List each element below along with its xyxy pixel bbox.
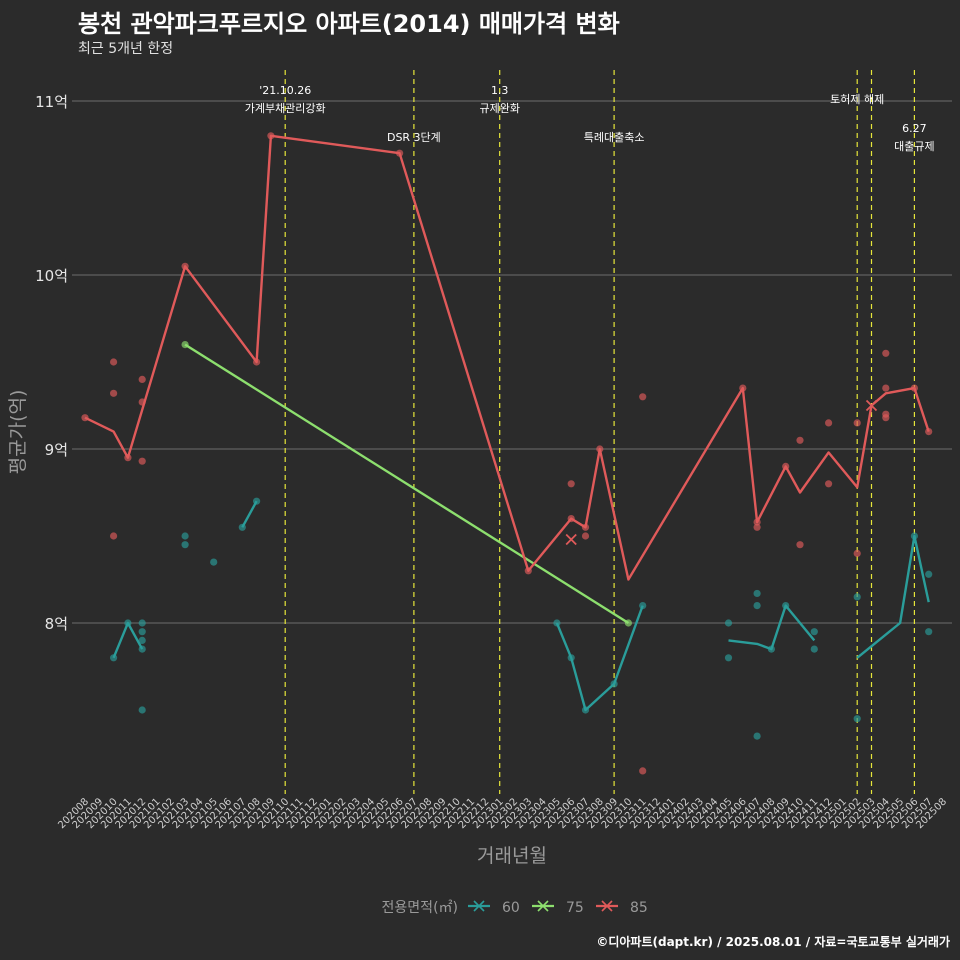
- series-line-60: [241, 500, 258, 528]
- policy-annotation: DSR 3단계: [387, 131, 441, 144]
- series-line-60: [728, 604, 816, 651]
- data-point-60: [853, 715, 861, 723]
- data-point-85: [639, 393, 647, 401]
- data-point-85: [110, 358, 118, 366]
- series-line-85: [84, 134, 930, 581]
- data-point-85: [853, 419, 861, 427]
- x-axis-title: 거래년월: [477, 845, 547, 867]
- data-point-60: [853, 593, 861, 601]
- data-point-60: [138, 628, 146, 636]
- legend: 전용면적(㎡) 60 75 85: [382, 900, 648, 916]
- data-point-60: [210, 558, 218, 566]
- legend-label: 85: [630, 900, 648, 916]
- legend-label: 75: [566, 900, 584, 916]
- data-point-60: [753, 602, 761, 610]
- policy-annotation: 가계부채관리강화: [245, 102, 326, 115]
- policy-annotation: 특례대출축소: [584, 131, 645, 144]
- data-point-85: [138, 375, 146, 383]
- legend-key-cross: [473, 900, 485, 912]
- data-point-85: [138, 457, 146, 465]
- data-point-60: [138, 706, 146, 714]
- data-point-85: [110, 532, 118, 540]
- policy-lines: [284, 70, 916, 794]
- data-point-85: [581, 532, 590, 540]
- cross-marker-85: [565, 533, 577, 546]
- data-point-85: [882, 349, 890, 357]
- data-point-85: [825, 419, 833, 427]
- data-point-60: [138, 619, 146, 627]
- data-point-60: [724, 619, 733, 627]
- cross-marker-85: [865, 399, 878, 412]
- y-axis-title: 평균가(억): [7, 390, 29, 475]
- data-point-60: [753, 732, 761, 740]
- legend-key-cross: [601, 900, 613, 912]
- data-point-85: [753, 523, 761, 531]
- data-point-60: [810, 645, 818, 653]
- policy-annotation: 토허제 해제: [830, 92, 884, 106]
- legend-title: 전용면적(㎡): [382, 900, 458, 916]
- series-line-60: [856, 534, 930, 659]
- data-point-85: [825, 480, 833, 488]
- policy-annotation: 6.27: [902, 122, 927, 135]
- data-point-60: [810, 628, 818, 636]
- data-point-60: [724, 654, 733, 662]
- y-tick-label: 11억: [35, 93, 68, 111]
- data-point-60: [925, 628, 933, 636]
- data-point-60: [138, 636, 146, 645]
- chart-title: 봉천 관악파크푸르지오 아파트(2014) 매매가격 변화: [78, 10, 620, 38]
- y-tick-label: 9억: [45, 441, 68, 459]
- series-line-60: [112, 621, 144, 659]
- series-line-60: [555, 605, 644, 712]
- source-caption: ©디아파트(dapt.kr) / 2025.08.01 / 자료=국토교통부 실…: [596, 935, 950, 949]
- data-point-85: [853, 549, 861, 558]
- data-point-60: [181, 532, 189, 540]
- policy-annotation: '21.10.26: [259, 84, 311, 97]
- data-point-85: [796, 541, 804, 549]
- y-tick-label: 10억: [35, 267, 68, 285]
- data-point-85: [882, 384, 890, 392]
- data-point-60: [181, 541, 189, 549]
- data-point-85: [639, 767, 647, 775]
- data-point-60: [925, 570, 933, 578]
- y-tick-label: 8억: [45, 615, 68, 633]
- data-point-85: [567, 480, 575, 488]
- data-point-85: [882, 414, 890, 422]
- series-layer: [81, 132, 933, 775]
- data-point-85: [796, 436, 804, 444]
- chart-subtitle: 최근 5개년 한정: [78, 41, 174, 57]
- data-point-85: [110, 389, 118, 397]
- policy-annotation: 규제완화: [479, 102, 519, 115]
- data-point-60: [753, 589, 761, 598]
- legend-label: 60: [502, 900, 520, 916]
- grid-layer: [72, 100, 952, 624]
- policy-annotation: 대출규제: [894, 140, 934, 153]
- series-line-75: [184, 343, 630, 625]
- policy-annotation: 1.3: [491, 84, 509, 97]
- legend-key-cross: [537, 900, 549, 912]
